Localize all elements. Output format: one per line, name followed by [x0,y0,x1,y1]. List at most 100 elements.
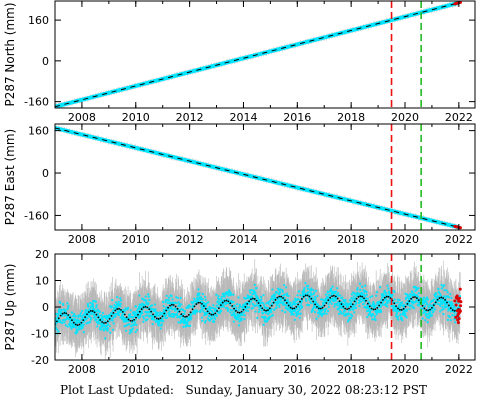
up-data-point [296,294,299,297]
up-data-point [156,314,159,317]
up-data-point [123,325,126,328]
east-trend-segment [177,157,183,160]
east-y-axis-label: P287 East (mm) [3,129,17,225]
up-data-point [222,292,225,295]
east-trend-segment [365,204,371,207]
up-data-point [91,302,94,305]
up-data-point [242,305,245,308]
up-data-point [162,320,165,323]
north-data-point [203,66,206,69]
up-data-point [98,322,102,325]
up-data-point [150,307,153,310]
up-data-point [285,304,288,307]
up-data-point [110,305,113,308]
up-data-point [204,302,208,306]
north-y-tick-label: -160 [24,96,49,109]
up-data-point [272,299,275,302]
east-trend-segment [299,187,305,190]
up-data-point [138,294,141,297]
north-plot-area [55,1,462,108]
up-data-point [79,315,82,318]
east-trend-segment [328,194,334,197]
up-data-point [103,315,106,318]
north-trend-segment [120,88,126,91]
up-data-point [212,304,215,307]
up-data-point [190,316,193,319]
east-trend-segment [431,220,437,223]
north-trend-segment [422,10,428,13]
north-trend-segment [73,100,79,103]
up-data-point [265,302,268,305]
north-data-point [80,99,83,102]
north-trend-segment [64,102,70,105]
up-data-point [167,299,170,302]
up-data-point [278,290,282,294]
up-data-point [238,315,241,318]
up-data-point [58,318,61,322]
east-trend-segment [130,146,136,149]
up-data-point [147,295,150,298]
up-data-point [101,316,104,319]
up-data-point [236,315,239,319]
up-data-point [274,293,277,296]
up-data-point [95,309,98,313]
up-data-point [146,314,149,317]
up-data-point [190,313,193,316]
up-data-point [141,312,144,315]
east-trend-segment [384,208,390,211]
east-trend-segment [120,143,126,146]
up-data-point [88,321,92,324]
up-data-point [134,318,137,321]
up-data-point [284,310,287,314]
up-data-point [116,295,119,299]
up-data-point [278,305,281,308]
up-data-point [201,298,204,301]
up-data-point [90,312,94,315]
up-data-point [91,305,95,308]
up-data-point [95,318,98,321]
up-data-point [236,303,239,306]
north-trend-segment [215,63,221,66]
east-x-tick-label: 2012 [176,233,204,246]
north-x-tick-label: 2022 [445,111,473,124]
up-data-point [271,288,274,291]
east-trend-segment [243,173,249,177]
up-data-point [151,322,154,326]
up-data-point [215,293,218,296]
north-y-tick-label: 160 [28,14,49,27]
up-data-point [101,325,104,328]
up-data-point [106,327,109,330]
up-data-point [106,329,109,332]
up-data-point [243,314,246,317]
up-data-point [164,316,167,320]
up-data-point [148,298,151,302]
north-data-point [248,56,251,59]
up-data-point [56,314,60,317]
up-data-point [182,316,185,319]
up-data-point [286,308,289,311]
up-data-point [119,302,122,305]
up-data-point [135,323,138,326]
east-trend-segment [196,162,202,165]
east-trend-segment [412,215,419,218]
up-data-point [259,301,262,304]
up-data-point [199,296,202,299]
up-data-point [167,296,171,299]
up-data-point [91,303,94,307]
north-trend-segment [403,15,409,18]
up-data-point [156,312,159,315]
east-trend-segment [55,127,60,130]
up-data-point [296,297,299,301]
up-data-point [204,298,207,301]
up-data-point [86,303,89,306]
east-trend-segment [281,183,287,186]
up-data-point [255,301,259,304]
up-data-point [84,310,87,313]
up-data-point [159,327,162,330]
up-data-point [231,309,234,312]
east-recent-points [453,224,462,230]
up-data-point [260,298,263,301]
up-data-point [287,294,290,298]
up-data-point [268,315,271,319]
up-data-point [119,299,123,302]
